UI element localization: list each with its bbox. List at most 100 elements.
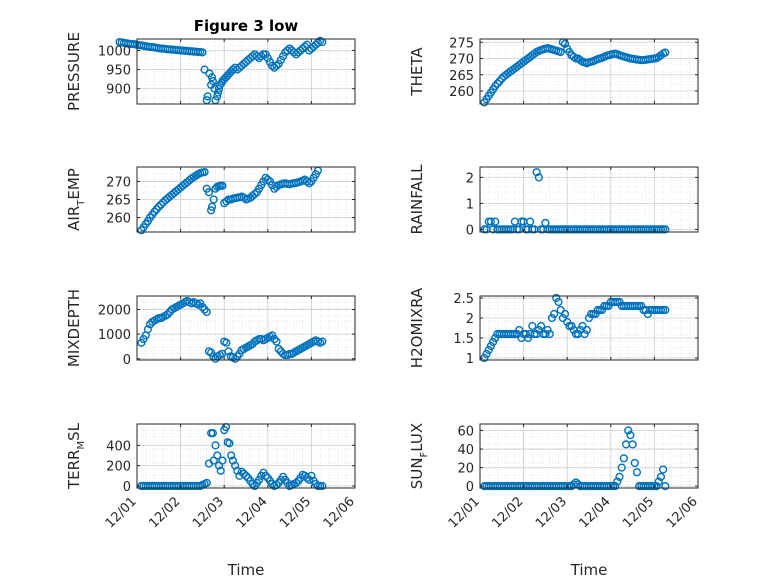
data-point <box>248 479 257 489</box>
data-point <box>302 177 312 186</box>
data-point <box>628 440 637 449</box>
data-point <box>250 189 259 199</box>
y-tick-label: 1 <box>466 352 474 367</box>
data-point <box>584 313 594 323</box>
data-point <box>207 206 216 215</box>
data-point <box>661 305 670 315</box>
data-point <box>615 297 624 307</box>
axes-box <box>479 38 699 105</box>
data-point <box>569 52 578 61</box>
y-axis-label: SUNFLUX <box>408 423 430 489</box>
axes-box <box>479 295 699 361</box>
data-point <box>624 426 633 435</box>
data-point <box>200 305 209 314</box>
data-point <box>207 73 217 82</box>
data-point <box>305 475 314 484</box>
data-point <box>143 325 153 334</box>
data-point <box>163 310 172 319</box>
data-point <box>218 456 227 465</box>
y-tick-label: 265 <box>449 69 474 84</box>
data-point <box>227 451 236 460</box>
y-axis-label: H2OMIXRA <box>408 287 426 368</box>
data-point <box>543 325 552 335</box>
subplot-h2omixra: 1 1.5 2 2.5 H2OMIXRA <box>408 287 699 368</box>
data-point <box>611 482 620 491</box>
data-point <box>526 217 535 226</box>
y-axis-label: TERRMSL <box>65 422 87 490</box>
data-point <box>203 92 212 101</box>
data-point <box>656 472 666 481</box>
data-point <box>545 329 554 339</box>
data-point <box>213 92 222 101</box>
data-point <box>550 309 559 319</box>
y-tick-label: 2.5 <box>453 292 474 307</box>
data-point <box>576 56 585 65</box>
data-point <box>615 472 624 481</box>
data-point <box>661 225 670 234</box>
y-tick-label: 0 <box>123 480 131 495</box>
data-point <box>491 217 500 226</box>
x-axis-label-left: Time <box>227 561 265 579</box>
data-point <box>198 48 207 57</box>
data-point <box>486 341 496 351</box>
axes-box <box>136 38 356 105</box>
data-point <box>493 79 502 88</box>
axes-box <box>136 295 356 361</box>
data-point <box>254 475 264 484</box>
data-point <box>302 473 312 482</box>
data-point <box>270 334 279 344</box>
data-point <box>556 47 565 57</box>
y-tick-label: 265 <box>106 194 131 209</box>
y-tick-label: 200 <box>106 460 131 475</box>
y-tick-label: 20 <box>457 462 474 477</box>
y-tick-label: 0 <box>123 353 131 368</box>
data-point <box>541 329 550 339</box>
data-point <box>208 429 217 438</box>
y-tick-label: 270 <box>449 53 474 68</box>
data-point <box>560 39 570 48</box>
data-point <box>630 458 639 468</box>
subplot-air-temp: 260 265 270 AIRTEMP <box>65 166 356 235</box>
data-point <box>491 333 500 343</box>
data-point <box>654 477 663 486</box>
data-point <box>225 439 234 448</box>
data-point <box>241 471 251 480</box>
data-point <box>528 321 537 331</box>
data-point <box>216 466 225 475</box>
data-point <box>578 321 587 331</box>
data-point <box>532 168 541 177</box>
data-point <box>482 349 491 359</box>
data-point <box>632 468 642 477</box>
data-point <box>204 188 214 197</box>
y-axis-label: AIRTEMP <box>65 168 87 231</box>
y-tick-label: 270 <box>106 175 131 190</box>
subplot-rainfall: 0 1 2 RAINFALL <box>408 164 699 238</box>
data-point <box>211 441 220 450</box>
data-point <box>274 344 283 354</box>
data-point <box>239 469 248 478</box>
data-point <box>231 461 240 470</box>
data-point <box>263 175 272 184</box>
data-point <box>661 48 670 57</box>
data-point <box>484 345 493 355</box>
y-tick-label: 950 <box>106 64 131 79</box>
data-point <box>318 481 327 491</box>
data-point <box>556 305 565 315</box>
y-tick-label: 1 <box>466 197 474 212</box>
data-point <box>307 471 316 480</box>
y-tick-label: 0 <box>466 223 474 238</box>
y-tick-label: 2 <box>466 312 474 327</box>
data-point <box>521 329 530 339</box>
data-point <box>202 478 211 488</box>
data-point <box>488 337 498 347</box>
axes-box <box>136 423 356 489</box>
data-point <box>156 200 166 209</box>
data-point <box>213 88 223 97</box>
data-point <box>209 195 218 204</box>
y-tick-label: 2000 <box>98 304 131 319</box>
data-point <box>591 309 600 319</box>
data-point <box>597 305 607 315</box>
data-point <box>237 467 246 476</box>
data-point <box>318 337 327 346</box>
data-point <box>202 307 211 317</box>
